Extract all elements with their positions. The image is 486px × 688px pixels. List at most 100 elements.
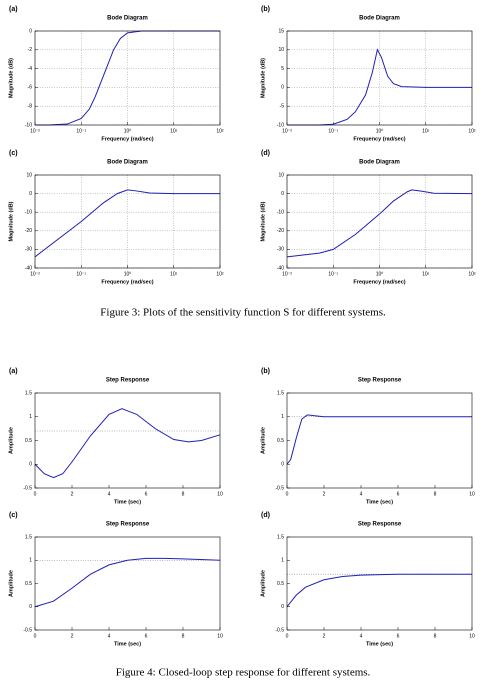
y-tick-label: -10 [277,122,284,128]
chart-title: Step Response [106,378,150,384]
x-tick-label: 2 [323,633,326,639]
y-tick-label: 0 [29,28,32,34]
x-tick-label: 10⁻¹ [328,271,338,277]
data-line [286,189,473,258]
x-tick-label: 10¹ [422,128,430,134]
chart-title: Bode Diagram [359,160,400,166]
y-tick-label: 1 [29,558,32,564]
y-tick-label: 0 [29,604,32,610]
y-tick-label: 1.5 [277,534,284,540]
chart-title: Step Response [358,522,402,528]
figure-caption: Figure 4: Closed-loop step response for … [116,667,371,679]
y-tick-label: -8 [28,104,33,110]
y-axis-label: Magnitude (dB) [8,58,14,98]
x-tick-label: 10² [468,271,476,277]
panel-label: (b) [261,6,270,13]
panel-label: (a) [9,368,18,375]
x-tick-label: 10¹ [170,128,178,134]
x-tick-label: 2 [323,491,326,497]
y-tick-label: -20 [25,228,32,234]
y-tick-label: 0.5 [25,581,32,587]
data-line [286,414,472,465]
y-tick-label: 0.5 [25,438,32,444]
chart-title: Bode Diagram [107,16,148,22]
x-tick-label: 4 [360,633,363,639]
panel-label: (c) [9,150,18,157]
x-tick-label: 10 [217,633,223,639]
y-tick-label: -0.5 [275,627,284,633]
data-line [34,408,221,479]
y-tick-label: 10 [278,47,284,53]
chart-title: Bode Diagram [107,160,148,166]
x-tick-label: 6 [145,633,148,639]
y-axis-label: Amplitude [8,570,14,597]
x-tick-label: 8 [182,491,185,497]
x-tick-label: 10² [216,271,224,277]
y-tick-label: -0.5 [275,485,284,491]
y-tick-label: 10 [278,172,284,178]
x-tick-label: 10⁻² [30,128,40,134]
y-tick-label: 15 [278,28,284,34]
x-tick-label: 8 [434,491,437,497]
y-tick-label: -6 [28,85,33,91]
x-tick-label: 10¹ [170,271,178,277]
x-tick-label: 0 [34,491,37,497]
x-tick-label: 10⁻² [282,128,292,134]
panel-label: (a) [9,6,18,13]
y-tick-label: -40 [25,265,32,271]
x-tick-label: 6 [397,491,400,497]
y-tick-label: 0 [281,462,284,468]
panel-label: (c) [9,512,18,519]
y-tick-label: -10 [25,122,32,128]
data-line [286,573,472,608]
x-tick-label: 10⁰ [124,271,132,277]
y-axis-label: Amplitude [260,427,266,454]
x-tick-label: 8 [434,633,437,639]
y-tick-label: 0 [281,604,284,610]
data-line [34,557,221,608]
y-tick-label: -5 [280,104,285,110]
x-axis-label: Time (sec) [366,499,393,505]
x-axis-label: Time (sec) [114,499,141,505]
x-tick-label: 4 [360,491,363,497]
y-tick-label: -4 [28,66,33,72]
y-tick-label: -20 [277,228,284,234]
x-tick-label: 6 [145,491,148,497]
axes-frame [34,174,221,269]
x-tick-label: 10² [468,128,476,134]
x-axis-label: Frequency (rad/sec) [101,279,153,285]
x-tick-label: 10 [469,491,475,497]
x-tick-label: 2 [71,491,74,497]
y-tick-label: 1.5 [25,390,32,396]
x-tick-label: 2 [71,633,74,639]
data-line [34,189,220,258]
x-tick-label: 4 [108,633,111,639]
x-tick-label: 10¹ [422,271,430,277]
y-tick-label: -10 [25,210,32,216]
y-tick-label: 1 [281,558,284,564]
axes-frame [34,536,221,631]
figure-caption: Figure 3: Plots of the sensitivity funct… [100,307,386,319]
x-tick-label: 10⁻² [282,271,292,277]
chart-title: Step Response [106,522,150,528]
y-tick-label: -30 [25,247,32,253]
x-tick-label: 10⁰ [376,271,384,277]
y-tick-label: -0.5 [23,485,32,491]
x-tick-label: 0 [34,633,37,639]
y-tick-label: 1.5 [277,390,284,396]
x-tick-label: 10⁻¹ [76,271,86,277]
x-axis-label: Frequency (rad/sec) [101,136,153,142]
y-tick-label: -10 [277,210,284,216]
y-tick-label: 0 [281,85,284,91]
plot-area [35,175,220,268]
chart-title: Step Response [358,378,402,384]
y-axis-label: Amplitude [260,570,266,597]
y-tick-label: 5 [281,66,284,72]
y-tick-label: 1 [29,414,32,420]
y-tick-label: -0.5 [23,627,32,633]
plot-area [35,537,220,630]
plot-area [287,537,472,630]
x-axis-label: Time (sec) [366,641,393,647]
y-tick-label: 0.5 [277,581,284,587]
